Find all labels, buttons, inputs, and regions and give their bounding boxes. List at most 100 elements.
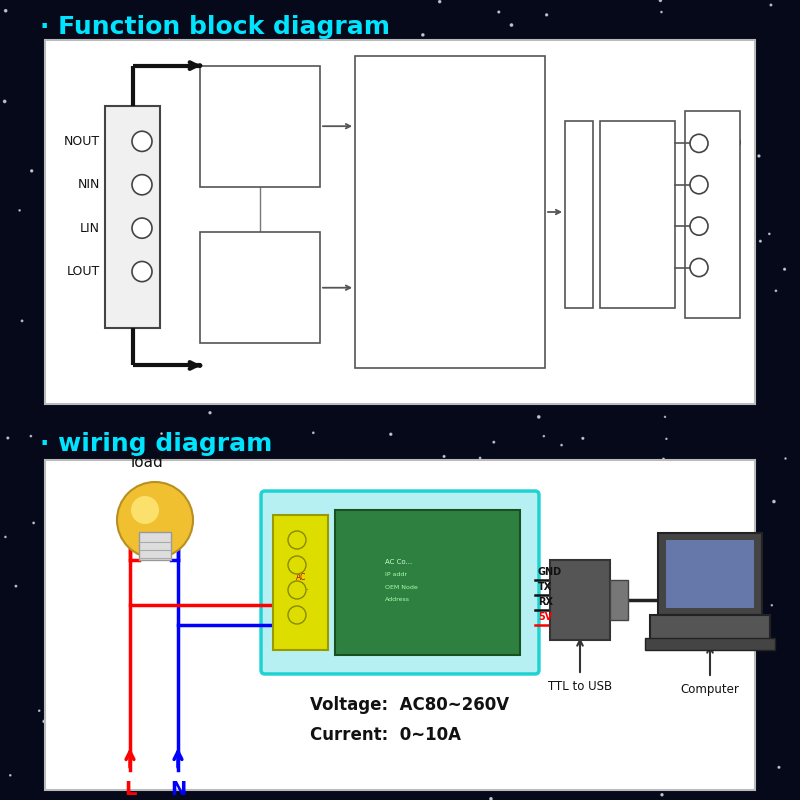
Point	[0, 417, 7, 430]
Point	[0, 418, 7, 430]
Text: AC power
supply: AC power supply	[230, 112, 290, 140]
FancyBboxPatch shape	[273, 515, 328, 650]
FancyBboxPatch shape	[45, 460, 755, 790]
Point	[0, 793, 6, 800]
Point	[0, 794, 6, 800]
Text: · Function block diagram: · Function block diagram	[40, 15, 390, 39]
FancyBboxPatch shape	[139, 532, 171, 560]
Point	[0, 794, 6, 800]
Point	[0, 417, 7, 430]
Point	[0, 793, 6, 800]
FancyBboxPatch shape	[685, 111, 740, 318]
Point	[0, 417, 7, 430]
Point	[0, 417, 6, 430]
Point	[0, 794, 7, 800]
Text: TX: TX	[538, 582, 552, 592]
Point	[0, 418, 7, 430]
Point	[0, 793, 6, 800]
Point	[0, 418, 6, 430]
Point	[0, 794, 7, 800]
Point	[0, 417, 7, 430]
FancyBboxPatch shape	[600, 121, 675, 308]
Point	[0, 794, 6, 800]
Point	[0, 417, 6, 430]
Point	[0, 794, 7, 800]
Circle shape	[117, 482, 193, 558]
Point	[0, 418, 7, 430]
Text: AC Co...: AC Co...	[385, 559, 412, 566]
Point	[0, 417, 7, 430]
Text: load: load	[130, 455, 163, 470]
Point	[0, 418, 7, 430]
Point	[0, 793, 6, 800]
Point	[0, 417, 6, 430]
Point	[0, 794, 7, 800]
Point	[0, 417, 6, 430]
Point	[0, 794, 6, 800]
Point	[0, 418, 7, 430]
Point	[0, 793, 7, 800]
Text: GND: GND	[538, 567, 562, 577]
Point	[0, 417, 7, 430]
Point	[0, 418, 7, 430]
Point	[0, 417, 6, 430]
Point	[0, 793, 7, 800]
Point	[0, 417, 6, 430]
Text: Voltage:  AC80~260V: Voltage: AC80~260V	[310, 696, 509, 714]
Circle shape	[132, 218, 152, 238]
Point	[0, 794, 7, 800]
Point	[0, 794, 6, 800]
Circle shape	[690, 134, 708, 153]
FancyBboxPatch shape	[105, 106, 160, 328]
Point	[0, 793, 7, 800]
Point	[0, 794, 6, 800]
Text: OEM Node: OEM Node	[385, 585, 418, 590]
Point	[0, 417, 6, 430]
Point	[0, 793, 7, 800]
Text: 5V: 5V	[713, 261, 730, 274]
Point	[0, 417, 6, 430]
Point	[0, 418, 6, 430]
Point	[0, 793, 7, 800]
Point	[0, 418, 6, 430]
Point	[0, 794, 7, 800]
Point	[0, 793, 6, 800]
Point	[0, 793, 6, 800]
Point	[0, 793, 6, 800]
FancyBboxPatch shape	[45, 40, 755, 404]
Point	[0, 417, 6, 430]
Point	[0, 793, 6, 800]
Point	[0, 418, 7, 430]
Point	[0, 417, 7, 430]
Text: RX: RX	[538, 597, 553, 607]
Point	[0, 793, 7, 800]
Point	[0, 793, 6, 800]
Point	[0, 418, 6, 430]
Point	[0, 417, 7, 430]
Point	[0, 794, 7, 800]
Point	[0, 417, 6, 430]
Point	[0, 417, 7, 430]
FancyBboxPatch shape	[565, 121, 593, 308]
Point	[0, 418, 7, 430]
Circle shape	[288, 581, 306, 599]
Point	[0, 418, 7, 430]
Point	[0, 793, 7, 800]
Point	[0, 794, 7, 800]
Point	[0, 793, 6, 800]
Point	[0, 418, 6, 430]
FancyBboxPatch shape	[200, 232, 320, 343]
Point	[0, 793, 7, 800]
Point	[0, 793, 6, 800]
Point	[0, 418, 6, 430]
FancyBboxPatch shape	[550, 560, 610, 640]
Point	[0, 794, 7, 800]
Point	[0, 794, 7, 800]
Point	[0, 793, 7, 800]
Point	[0, 794, 7, 800]
Point	[0, 793, 7, 800]
Text: TX: TX	[713, 178, 730, 191]
Point	[0, 794, 7, 800]
Point	[0, 794, 6, 800]
Point	[0, 417, 7, 430]
